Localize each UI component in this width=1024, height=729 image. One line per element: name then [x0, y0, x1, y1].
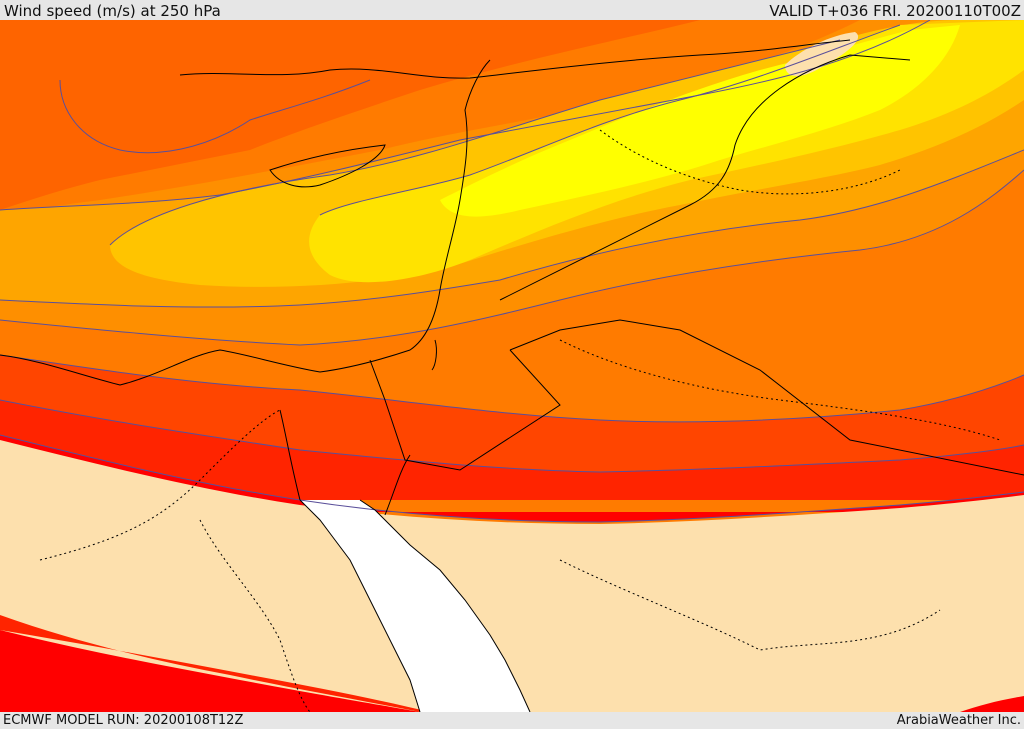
band-bright-yellow [440, 25, 960, 217]
bottom-footer-bar: ECMWF MODEL RUN: 20200108T12Z ArabiaWeat… [0, 712, 1024, 729]
wind-speed-map [0, 20, 1024, 712]
gulf-of-aqaba [384, 454, 411, 516]
coastline-red-sea-east [359, 499, 531, 712]
admin-boundary [599, 129, 901, 195]
band-calm-south [0, 440, 1024, 712]
cyprus [269, 144, 386, 188]
coastline-levant [439, 59, 491, 291]
contour-lines [0, 20, 1024, 523]
coastline-anatolia [179, 39, 851, 79]
contour-line [0, 149, 1024, 308]
admin-boundary [199, 519, 311, 712]
band-southwest-jet [0, 630, 420, 712]
coastline-mediterranean-south [0, 289, 441, 386]
red-sea [300, 500, 530, 712]
contour-line [0, 169, 1024, 346]
model-run-label: ECMWF MODEL RUN: 20200108T12Z [3, 713, 244, 728]
contour-line [0, 399, 1024, 473]
coastline-red-sea-west [299, 499, 421, 712]
contour-line [0, 354, 1024, 423]
credit-label: ArabiaWeather Inc. [896, 713, 1021, 728]
contour-line [319, 24, 901, 216]
border-egypt-sinai [369, 349, 561, 471]
contour-line [0, 434, 1024, 523]
sea-of-galilee-dead-sea [431, 339, 437, 371]
map-title: Wind speed (m/s) at 250 hPa [4, 2, 221, 20]
valid-time-label: VALID T+036 FRI. 20200110T00Z [769, 2, 1021, 20]
gulf-of-suez [279, 409, 301, 501]
admin-boundary [39, 409, 281, 561]
band-southeast-jet [960, 696, 1024, 712]
coastlines [0, 39, 1024, 712]
admin-boundaries [39, 129, 1001, 712]
band-southwest-jet-edge [0, 615, 430, 712]
band-red [0, 400, 1024, 500]
border-iraq-jordan [509, 319, 1024, 476]
band-northwest-darker [60, 20, 520, 153]
contour-line [109, 39, 841, 246]
contour-line [59, 79, 371, 154]
top-header-bar: Wind speed (m/s) at 250 hPa VALID T+036 … [0, 0, 1024, 20]
border-syria-iraq [499, 54, 911, 301]
contour-line [0, 20, 931, 211]
